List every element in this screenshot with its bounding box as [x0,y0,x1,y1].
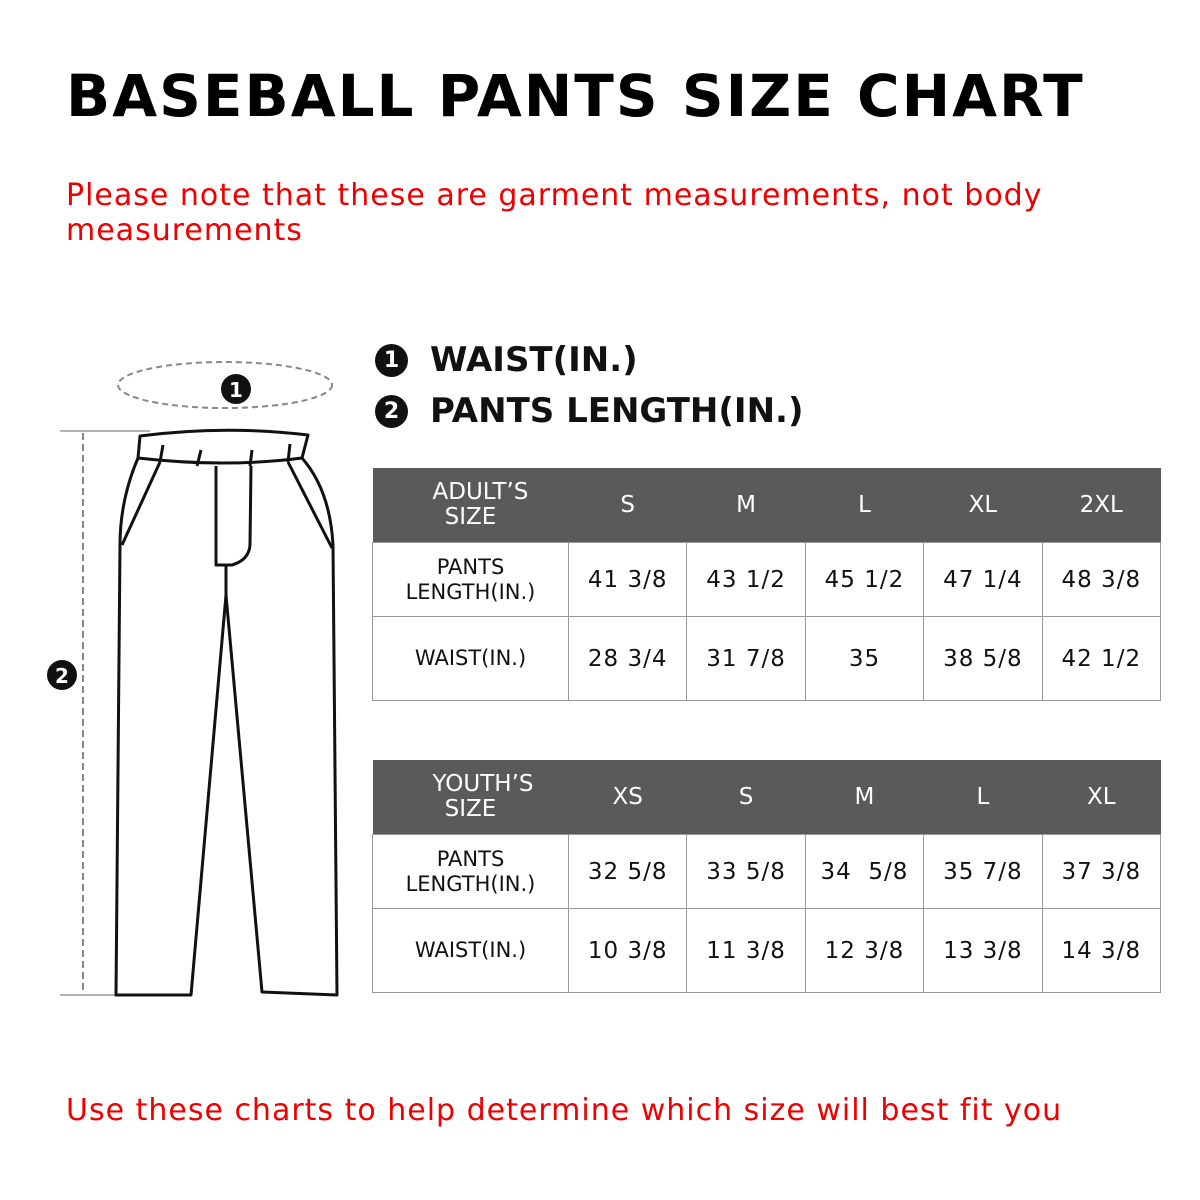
header-cell: M [686,468,806,543]
waist-marker-number: 1 [229,378,243,402]
row-label: PANTS LENGTH(IN.) [372,834,569,909]
table-cell: 33 5/8 [686,834,806,909]
table-cell: 45 1/2 [804,542,925,617]
adult-size-table: ADULT’S SIZE S M L XL 2XL PANTS LENGTH(I… [372,468,1162,701]
table-cell: 35 7/8 [923,834,1043,909]
table-cell: 32 5/8 [567,834,688,909]
page-title: BASEBALL PANTS SIZE CHART [66,62,1085,130]
table-row: WAIST(IN.) 10 3/8 11 3/8 12 3/8 13 3/8 1… [372,908,1162,993]
header-cell: S [568,468,687,543]
table-cell: 35 [804,616,925,701]
legend-pants-length: 2 PANTS LENGTH(IN.) [375,391,804,431]
row-label: WAIST(IN.) [372,908,569,993]
table-cell: 31 7/8 [686,616,806,701]
table-cell: 14 3/8 [1041,908,1162,993]
table-cell: 42 1/2 [1041,616,1162,701]
header-cell: XL [1042,760,1161,835]
header-cell: ADULT’S SIZE [372,468,569,543]
row-label: PANTS LENGTH(IN.) [372,542,569,617]
table-cell: 48 3/8 [1041,542,1162,617]
number-2-icon: 2 [375,394,408,428]
table-cell: 37 3/8 [1041,834,1162,909]
header-cell: 2XL [1042,468,1161,543]
table-row: PANTS LENGTH(IN.) 41 3/8 43 1/2 45 1/2 4… [372,542,1162,617]
header-cell: M [805,760,924,835]
waist-measure-ellipse [117,361,333,409]
table-header-row: ADULT’S SIZE S M L XL 2XL [372,468,1161,543]
table-cell: 28 3/4 [567,616,688,701]
table-cell: 12 3/8 [804,908,925,993]
table-cell: 11 3/8 [686,908,806,993]
length-marker-number: 2 [55,664,69,688]
table-cell: 41 3/8 [567,542,688,617]
youth-size-table: YOUTH’S SIZE XS S M L XL PANTS LENGTH(IN… [372,760,1162,993]
table-cell: 38 5/8 [923,616,1043,701]
legend-label: WAIST(IN.) [430,340,638,380]
header-cell: L [805,468,924,543]
header-cell: L [923,760,1043,835]
row-label: WAIST(IN.) [372,616,569,701]
table-cell: 34 5/8 [804,834,925,909]
garment-note: Please note that these are garment measu… [66,178,1043,248]
header-cell: XL [923,468,1043,543]
table-row: WAIST(IN.) 28 3/4 31 7/8 35 38 5/8 42 1/… [372,616,1162,701]
table-cell: 10 3/8 [567,908,688,993]
pants-illustration: 1 2 [47,361,339,997]
table-cell: 47 1/4 [923,542,1043,617]
number-1-icon: 1 [375,343,408,377]
length-marker-icon [47,660,77,690]
header-cell: YOUTH’S SIZE [372,760,569,835]
table-cell: 13 3/8 [923,908,1043,993]
table-row: PANTS LENGTH(IN.) 32 5/8 33 5/8 34 5/8 3… [372,834,1162,909]
table-cell: 43 1/2 [686,542,806,617]
header-cell: XS [568,760,687,835]
waist-marker-icon [221,374,251,404]
table-header-row: YOUTH’S SIZE XS S M L XL [372,760,1161,835]
legend-label: PANTS LENGTH(IN.) [430,391,804,431]
fit-note: Use these charts to help determine which… [66,1093,1063,1128]
pants-outline [114,428,339,997]
legend-waist: 1 WAIST(IN.) [375,340,638,380]
header-cell: S [686,760,806,835]
